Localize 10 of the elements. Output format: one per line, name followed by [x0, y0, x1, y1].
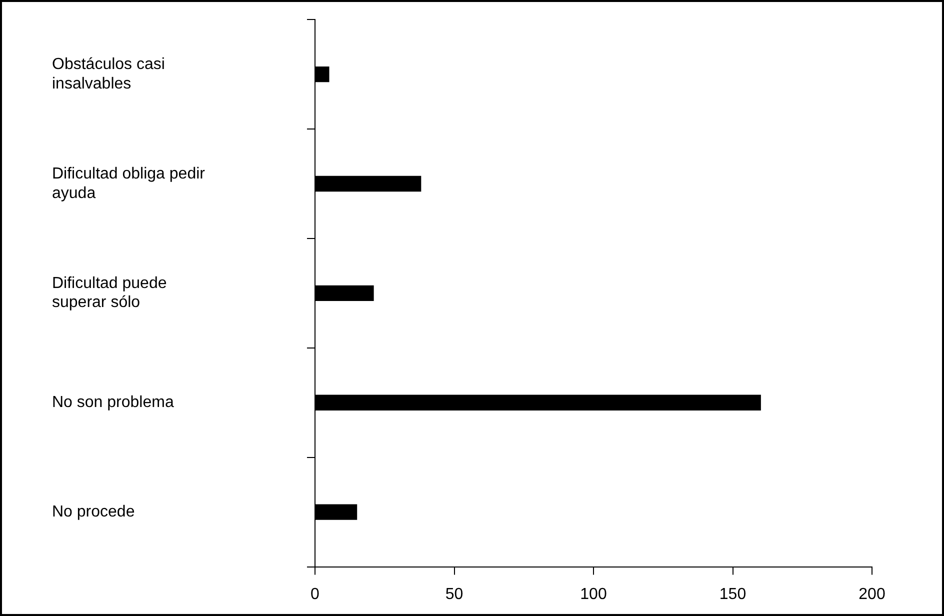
- x-tick-label: 0: [310, 586, 320, 603]
- x-tick-label: 50: [445, 586, 464, 603]
- y-tick-label: No procede: [52, 503, 135, 520]
- x-tick-label: 200: [858, 586, 886, 603]
- y-tick-label: Obstáculos casi insalvables: [52, 56, 165, 92]
- y-tick-label: Dificultad obliga pedir ayuda: [52, 166, 206, 202]
- x-tick-label: 100: [580, 586, 607, 603]
- y-tick-label: No son problema: [52, 394, 174, 412]
- x-tick-label: 150: [719, 586, 746, 603]
- y-tick-label: Dificultad puede superar sólo: [52, 275, 167, 312]
